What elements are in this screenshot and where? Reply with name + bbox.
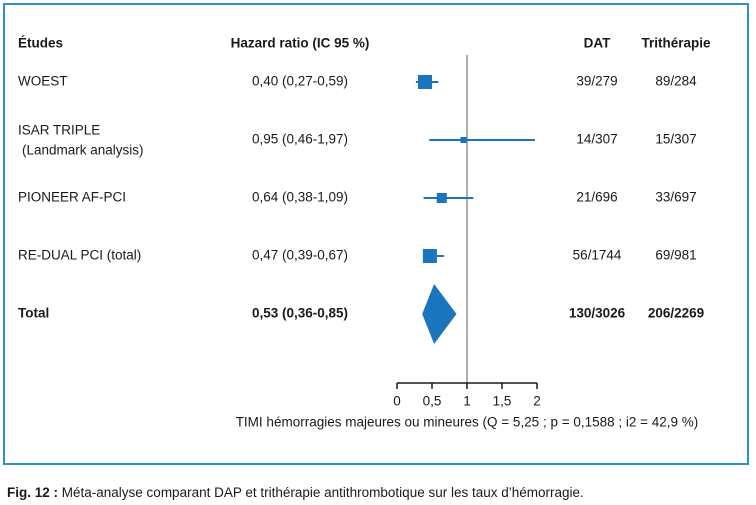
caption-label: Fig. 12 : [7, 485, 59, 500]
figure-caption: Fig. 12 : Méta-analyse comparant DAP et … [7, 485, 584, 500]
point-estimate-square [422, 249, 437, 263]
study-hr-text: 0,95 (0,46-1,97) [252, 132, 348, 147]
x-tick-label: 1 [463, 394, 471, 409]
study-dat-value: 56/1744 [573, 248, 622, 263]
header-hazard-ratio: Hazard ratio (IC 95 %) [231, 36, 370, 51]
pooled-estimate-diamond [422, 284, 457, 344]
total-hr-text: 0,53 (0,36-0,85) [252, 306, 348, 321]
total-dat-value: 130/3026 [569, 306, 626, 321]
header-tritherapie: Trithérapie [641, 36, 711, 51]
point-estimate-square [460, 137, 467, 143]
total-tri-value: 206/2269 [648, 306, 704, 321]
study-name: RE-DUAL PCI (total) [18, 248, 141, 263]
study-tri-value: 89/284 [655, 74, 697, 89]
point-estimate-square [436, 193, 447, 203]
header-study: Études [18, 36, 63, 51]
x-tick-label: 0 [393, 394, 401, 409]
point-estimate-square [418, 75, 432, 89]
study-hr-text: 0,47 (0,39-0,67) [252, 248, 348, 263]
study-dat-value: 39/279 [576, 74, 617, 89]
study-dat-value: 14/307 [576, 132, 617, 147]
header-dat: DAT [584, 36, 611, 51]
forest-plot: Études Hazard ratio (IC 95 %) DAT Trithérap… [18, 36, 711, 430]
study-hr-text: 0,40 (0,27-0,59) [252, 74, 348, 89]
x-tick-label: 0,5 [423, 394, 442, 409]
study-tri-value: 69/981 [655, 248, 696, 263]
study-name: WOEST [18, 74, 68, 89]
study-name-note: (Landmark analysis) [22, 143, 144, 158]
x-axis-label: TIMI hémorragies majeures ou mineures (Q… [236, 415, 699, 430]
study-name: PIONEER AF-PCI [18, 190, 126, 205]
x-tick-label: 1,5 [493, 394, 512, 409]
study-tri-value: 15/307 [655, 132, 696, 147]
study-dat-value: 21/696 [576, 190, 617, 205]
study-hr-text: 0,64 (0,38-1,09) [252, 190, 348, 205]
study-tri-value: 33/697 [655, 190, 696, 205]
x-tick-label: 2 [533, 394, 541, 409]
figure-frame: Études Hazard ratio (IC 95 %) DAT Trithérap… [3, 3, 749, 465]
caption-text: Méta-analyse comparant DAP et trithérapi… [58, 485, 584, 500]
study-name: ISAR TRIPLE [18, 123, 100, 138]
total-label: Total [18, 306, 49, 321]
